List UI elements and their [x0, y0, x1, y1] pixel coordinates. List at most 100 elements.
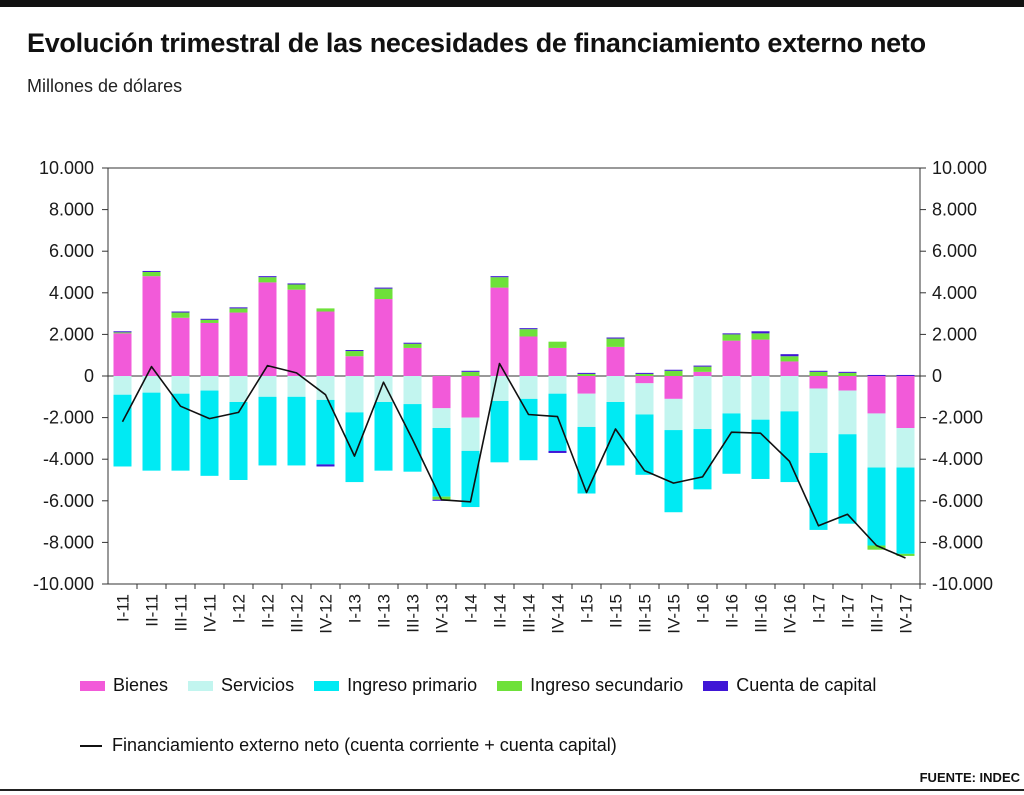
- bar-cuenta-capital: [722, 333, 741, 335]
- bar-ingreso-secundario: [838, 372, 857, 376]
- x-tick-label: I-17: [810, 594, 829, 623]
- bar-ingreso-primario: [113, 394, 132, 467]
- bar-servicios: [577, 393, 596, 427]
- x-tick-label: II-15: [607, 594, 626, 628]
- bar-ingreso-secundario: [200, 319, 219, 323]
- bar-ingreso-primario: [432, 428, 451, 497]
- bar-bienes: [577, 376, 596, 394]
- bar-servicios: [838, 390, 857, 435]
- x-tick-label: I-12: [230, 594, 249, 623]
- bar-ingreso-primario: [896, 467, 915, 554]
- y-tick-label-left: 8.000: [49, 200, 94, 220]
- x-tick-label: IV-15: [665, 594, 684, 634]
- bar-ingreso-secundario: [780, 356, 799, 362]
- bar-bienes: [664, 376, 683, 399]
- bar-ingreso-primario: [635, 414, 654, 475]
- y-tick-label-left: -6.000: [43, 491, 94, 511]
- bar-bienes: [171, 317, 190, 376]
- bar-ingreso-secundario: [577, 373, 596, 376]
- legend-item-financiamiento: Financiamiento externo neto (cuenta corr…: [80, 735, 617, 756]
- bar-servicios: [780, 376, 799, 412]
- bar-servicios: [142, 376, 161, 393]
- bar-cuenta-capital: [287, 283, 306, 285]
- stacked-bar-chart: 10.000 10.000 8.000 8.000 6.000 6.000 4.000 4.0…: [33, 158, 993, 634]
- bar-cuenta-capital: [548, 450, 567, 453]
- bar-cuenta-capital: [577, 372, 596, 374]
- bar-cuenta-capital: [867, 374, 886, 376]
- x-tick-label: II-14: [491, 594, 510, 628]
- bar-ingreso-secundario: [345, 351, 364, 357]
- bar-ingreso-primario: [171, 393, 190, 471]
- bar-ingreso-primario: [693, 429, 712, 490]
- y-tick-label-right: -4.000: [932, 449, 983, 469]
- x-tick-label: I-11: [114, 594, 133, 622]
- bar-bienes: [751, 339, 770, 376]
- bar-bienes: [287, 289, 306, 376]
- legend-swatch-cuenta-capital: [703, 680, 729, 691]
- bar-bienes: [142, 276, 161, 376]
- bar-ingreso-primario: [664, 430, 683, 513]
- y-tick-label-left: 4.000: [49, 283, 94, 303]
- bar-servicios: [867, 413, 886, 468]
- bar-ingreso-primario: [722, 413, 741, 474]
- bar-ingreso-secundario: [171, 312, 190, 318]
- bar-ingreso-primario: [838, 434, 857, 524]
- bar-bienes: [258, 282, 277, 376]
- y-tick-label-right: 4.000: [932, 283, 977, 303]
- y-tick-label-right: -2.000: [932, 408, 983, 428]
- y-tick-label-right: 8.000: [932, 200, 977, 220]
- bar-cuenta-capital: [374, 287, 393, 289]
- bar-cuenta-capital: [809, 370, 828, 372]
- bar-ingreso-primario: [287, 396, 306, 466]
- y-tick-label-right: -10.000: [932, 574, 993, 594]
- bar-ingreso-secundario: [258, 277, 277, 283]
- bar-bienes: [432, 376, 451, 409]
- legend-swatch-ingreso-primario: [314, 680, 340, 691]
- bar-cuenta-capital: [838, 371, 857, 373]
- x-tick-label: III-17: [868, 594, 887, 633]
- bar-servicios: [200, 376, 219, 391]
- legend-item-bienes: Bienes: [80, 675, 168, 696]
- y-tick-label-right: -8.000: [932, 532, 983, 552]
- bar-bienes: [606, 346, 625, 376]
- legend-swatch-servicios: [188, 680, 214, 691]
- bar-cuenta-capital: [780, 354, 799, 357]
- bar-servicios: [809, 388, 828, 453]
- bar-ingreso-primario: [519, 398, 538, 461]
- x-tick-label: IV-16: [781, 594, 800, 634]
- bar-cuenta-capital: [606, 337, 625, 339]
- y-tick-label-left: 6.000: [49, 241, 94, 261]
- x-tick-label: I-14: [462, 594, 481, 623]
- bar-servicios: [229, 376, 248, 402]
- y-tick-label-right: -6.000: [932, 491, 983, 511]
- bar-servicios: [722, 376, 741, 414]
- bar-ingreso-primario: [374, 402, 393, 471]
- bar-servicios: [751, 376, 770, 420]
- x-tick-label: I-15: [578, 594, 597, 623]
- bar-ingreso-primario: [867, 467, 886, 546]
- x-tick-label: IV-13: [433, 594, 452, 634]
- bar-cuenta-capital: [403, 342, 422, 344]
- y-tick-label-left: 2.000: [49, 324, 94, 344]
- bar-ingreso-secundario: [142, 272, 161, 277]
- x-tick-label: IV-14: [549, 594, 568, 634]
- bar-bienes: [113, 333, 132, 376]
- bar-ingreso-secundario: [519, 329, 538, 337]
- y-tick-label-left: -10.000: [33, 574, 94, 594]
- bar-cuenta-capital: [664, 369, 683, 371]
- bar-ingreso-secundario: [693, 366, 712, 372]
- bar-ingreso-primario: [229, 402, 248, 480]
- y-tick-label-left: 0: [84, 366, 94, 386]
- bar-cuenta-capital: [896, 374, 915, 376]
- chart-title: Evolución trimestral de las necesidades …: [27, 28, 926, 58]
- bar-servicios: [287, 376, 306, 397]
- line-financiamiento-externo-neto: [121, 362, 906, 559]
- y-tick-label-right: 2.000: [932, 324, 977, 344]
- legend-line: Financiamiento externo neto (cuenta corr…: [80, 735, 637, 756]
- bar-servicios: [171, 376, 190, 394]
- bar-bienes: [490, 287, 509, 376]
- bar-servicios: [548, 376, 567, 394]
- bar-bienes: [345, 356, 364, 376]
- x-tick-label: IV-12: [317, 594, 336, 634]
- legend-label-ingreso-secundario: Ingreso secundario: [530, 675, 684, 695]
